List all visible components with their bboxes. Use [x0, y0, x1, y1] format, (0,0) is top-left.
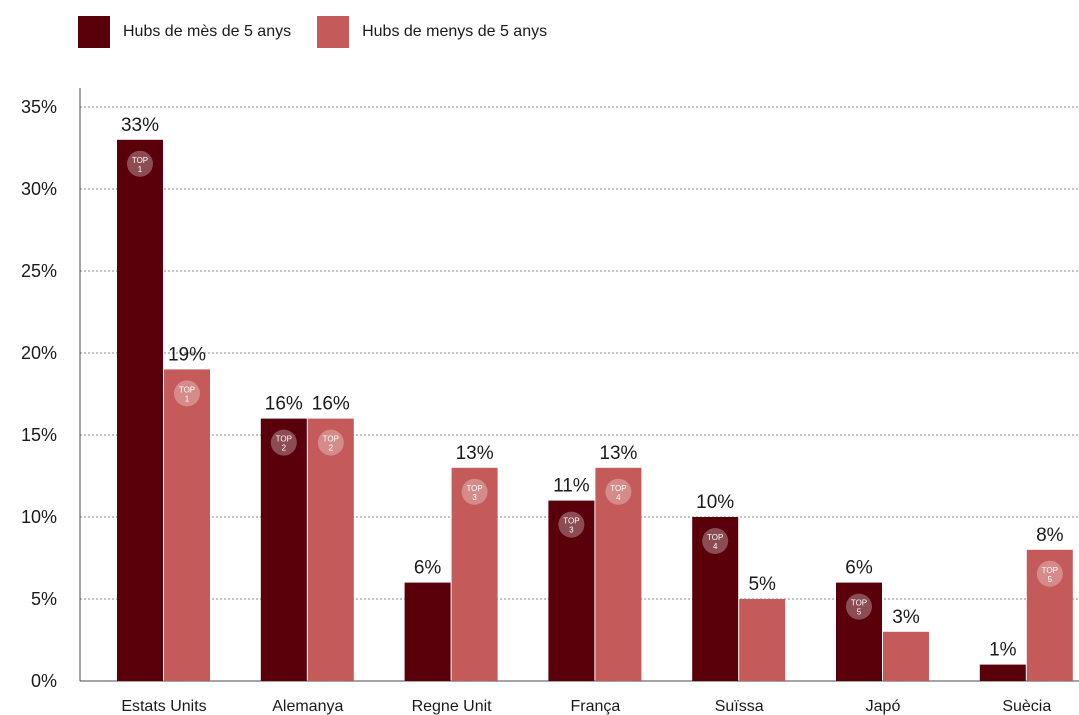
data-label: 1%	[989, 640, 1017, 661]
top-rank-badge-label: TOP	[610, 484, 626, 493]
data-label: 6%	[414, 558, 442, 579]
data-label: 11%	[553, 476, 590, 497]
x-category-label: Japó	[866, 698, 901, 715]
top-rank-badge-number: 4	[616, 493, 621, 502]
bar	[595, 467, 642, 681]
x-category-label: Estats Units	[121, 698, 206, 715]
y-tick-label: 5%	[31, 589, 57, 609]
top-rank-badge	[317, 429, 344, 456]
top-rank-badge-number: 3	[569, 526, 574, 535]
data-label: 3%	[892, 607, 920, 628]
bar	[404, 582, 451, 681]
data-label: 33%	[121, 115, 159, 136]
top-rank-badge	[174, 380, 200, 407]
bar	[260, 418, 307, 681]
data-label: 10%	[696, 492, 734, 513]
legend-item-older-hubs: Hubs de mès de 5 anys	[78, 16, 291, 48]
top-rank-badge-number: 5	[1048, 575, 1053, 584]
data-label: 19%	[168, 344, 206, 365]
top-rank-badge	[846, 593, 872, 620]
y-tick-label: 35%	[21, 97, 57, 117]
top-rank-badge	[461, 478, 488, 505]
bar	[883, 631, 929, 681]
top-rank-badge	[605, 478, 632, 505]
bar	[164, 369, 210, 681]
bar	[836, 582, 882, 681]
top-rank-badge-label: TOP	[132, 156, 148, 165]
legend-label-older-hubs: Hubs de mès de 5 anys	[123, 23, 292, 40]
data-label: 8%	[1036, 525, 1064, 546]
y-tick-label: 10%	[21, 507, 57, 527]
top-rank-badge-label: TOP	[466, 484, 482, 493]
top-rank-badge-number: 2	[329, 444, 334, 453]
top-rank-badge-number: 4	[713, 542, 718, 551]
top-rank-badge	[1036, 560, 1063, 587]
top-rank-badge-label: TOP	[323, 435, 339, 444]
top-rank-badge-label: TOP	[1042, 566, 1058, 575]
legend-swatch-older-hubs	[78, 16, 110, 48]
legend: Hubs de mès de 5 anys Hubs de menys de 5…	[78, 16, 573, 48]
y-tick-label: 15%	[21, 425, 57, 445]
legend-label-newer-hubs: Hubs de menys de 5 anys	[362, 23, 548, 40]
top-rank-badge	[702, 528, 729, 554]
x-category-label: Suïssa	[715, 698, 764, 715]
x-category-label: França	[571, 698, 621, 715]
bar	[307, 418, 354, 681]
top-rank-badge-label: TOP	[563, 517, 579, 526]
legend-item-newer-hubs: Hubs de menys de 5 anys	[317, 16, 547, 48]
data-label: 13%	[599, 443, 637, 464]
top-rank-badge-label: TOP	[851, 599, 867, 608]
y-tick-label: 30%	[21, 179, 57, 199]
y-tick-label: 20%	[21, 343, 57, 363]
x-category-label: Regne Unit	[412, 698, 493, 715]
top-rank-badge	[127, 150, 153, 177]
bar	[739, 599, 786, 681]
y-tick-label: 0%	[31, 671, 57, 691]
data-label: 13%	[456, 443, 494, 464]
bar	[548, 500, 595, 681]
top-rank-badge-number: 1	[138, 165, 143, 174]
top-rank-badge	[270, 429, 297, 456]
top-rank-badge-number: 5	[857, 608, 862, 617]
top-rank-badge	[558, 511, 585, 538]
top-rank-badge-label: TOP	[707, 533, 723, 542]
top-rank-badge-label: TOP	[276, 435, 292, 444]
data-label: 6%	[845, 558, 873, 579]
bar	[979, 664, 1026, 681]
top-rank-badge-number: 1	[185, 394, 190, 403]
y-tick-label: 25%	[21, 261, 57, 281]
legend-swatch-newer-hubs	[317, 16, 350, 48]
bar	[117, 139, 163, 682]
bar	[692, 517, 739, 681]
bar	[1026, 549, 1073, 681]
top-rank-badge-number: 3	[472, 493, 477, 502]
x-category-label: Suècia	[1002, 698, 1051, 715]
top-rank-badge-label: TOP	[179, 385, 195, 394]
data-label: 16%	[265, 394, 303, 415]
x-category-label: Alemanya	[272, 698, 343, 715]
data-label: 16%	[312, 394, 350, 415]
bar	[451, 467, 498, 681]
top-rank-badge-number: 2	[282, 444, 287, 453]
data-label: 5%	[748, 574, 776, 595]
